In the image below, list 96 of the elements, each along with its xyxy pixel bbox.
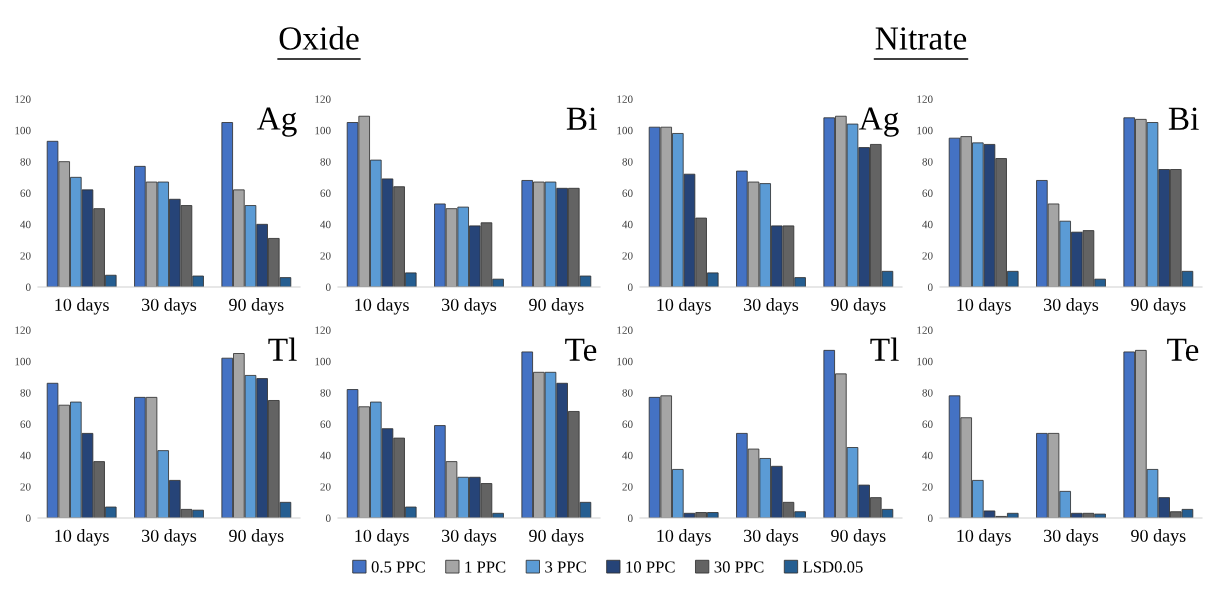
y-tick-label: 100	[315, 126, 331, 135]
y-tick-label: 80	[622, 158, 633, 166]
y-tick-label: 20	[922, 483, 933, 491]
x-tick-label: 30 days	[442, 298, 497, 315]
text: Oxide	[279, 26, 359, 50]
y-tick-label: 0	[325, 514, 331, 522]
legend-label: 1 PPC	[465, 561, 506, 573]
chart-title: Te	[565, 338, 597, 361]
x-tick-label: 10 days	[657, 298, 711, 315]
y-tick-label: 60	[622, 420, 633, 428]
y-tick-label: 60	[20, 420, 31, 428]
x-tick-label: 30 days	[744, 529, 799, 546]
y-tick-label: 20	[320, 252, 331, 260]
x-tick-label: 90 days	[229, 298, 284, 315]
x-tick-label: 90 days	[529, 298, 584, 315]
x-tick-label: 30 days	[142, 529, 197, 546]
y-tick-label: 40	[320, 451, 331, 460]
y-tick-label: 60	[922, 189, 933, 197]
y-tick-label: 60	[20, 189, 31, 197]
y-tick-label: 20	[20, 252, 31, 260]
chart-title: Ag	[858, 107, 899, 137]
x-tick-label: 90 days	[229, 529, 284, 546]
y-tick-label: 40	[922, 220, 933, 229]
x-tick-label: 10 days	[55, 529, 109, 546]
y-tick-label: 40	[320, 220, 331, 229]
y-tick-label: 20	[622, 483, 633, 491]
y-tick-label: 40	[922, 451, 933, 460]
chart-title: Tl	[268, 337, 297, 361]
y-tick-label: 120	[15, 326, 31, 334]
x-tick-label: 90 days	[1131, 529, 1186, 546]
y-tick-label: 120	[917, 326, 933, 334]
legend-label: 10 PPC	[626, 561, 675, 573]
legend-label: 30 PPC	[714, 561, 764, 573]
y-tick-label: 40	[622, 451, 633, 460]
chart-title: Ag	[256, 107, 297, 137]
text: Nitrate	[875, 27, 967, 50]
y-tick-label: 80	[20, 158, 31, 166]
y-tick-label: 120	[315, 326, 331, 334]
y-tick-label: 120	[315, 95, 331, 103]
chart-title: Te	[1167, 338, 1199, 361]
y-tick-label: 0	[627, 514, 633, 522]
x-tick-label: 10 days	[55, 298, 109, 315]
y-tick-label: 100	[917, 357, 933, 366]
y-tick-label: 40	[20, 451, 31, 460]
y-tick-label: 100	[15, 126, 31, 135]
legend-label: 0.5 PPC	[371, 561, 425, 573]
y-tick-label: 80	[20, 389, 31, 397]
y-tick-label: 80	[320, 389, 331, 397]
y-tick-label: 0	[927, 283, 933, 291]
y-tick-label: 120	[917, 95, 933, 103]
x-tick-label: 90 days	[831, 529, 886, 546]
y-tick-label: 60	[320, 189, 331, 197]
x-tick-label: 30 days	[1044, 529, 1099, 546]
x-tick-label: 10 days	[957, 529, 1011, 546]
x-tick-label: 30 days	[1044, 298, 1099, 315]
y-tick-label: 100	[15, 357, 31, 366]
legend-label: 3 PPC	[545, 561, 586, 573]
y-tick-label: 100	[617, 357, 633, 366]
y-tick-label: 40	[20, 220, 31, 229]
y-tick-label: 60	[622, 189, 633, 197]
y-tick-label: 100	[917, 126, 933, 135]
x-tick-label: 30 days	[142, 298, 197, 315]
y-tick-label: 0	[25, 283, 31, 291]
y-tick-label: 40	[622, 220, 633, 229]
y-tick-label: 20	[922, 252, 933, 260]
y-tick-label: 0	[627, 283, 633, 291]
y-tick-label: 100	[315, 357, 331, 366]
y-tick-label: 60	[922, 420, 933, 428]
x-tick-label: 10 days	[355, 298, 409, 315]
y-tick-label: 80	[622, 389, 633, 397]
x-tick-label: 10 days	[355, 529, 409, 546]
y-tick-label: 120	[617, 326, 633, 334]
y-tick-label: 120	[617, 95, 633, 103]
x-tick-label: 30 days	[744, 298, 799, 315]
y-tick-label: 80	[320, 158, 331, 166]
y-tick-label: 60	[320, 420, 331, 428]
y-tick-label: 20	[622, 252, 633, 260]
legend-label: LSD0.05	[803, 561, 863, 573]
y-tick-label: 100	[617, 126, 633, 135]
y-tick-label: 80	[922, 158, 933, 166]
chart-title: Bi	[1168, 107, 1199, 130]
chart-title: Bi	[566, 107, 597, 130]
y-tick-label: 0	[325, 283, 331, 291]
y-tick-label: 0	[25, 514, 31, 522]
x-tick-label: 90 days	[1131, 298, 1186, 315]
y-tick-label: 120	[15, 95, 31, 103]
y-tick-label: 20	[320, 483, 331, 491]
chart-title: Tl	[870, 337, 899, 361]
y-tick-label: 20	[20, 483, 31, 491]
y-tick-label: 0	[927, 514, 933, 522]
x-tick-label: 30 days	[442, 529, 497, 546]
x-tick-label: 10 days	[657, 529, 711, 546]
x-tick-label: 90 days	[831, 298, 886, 315]
x-tick-label: 10 days	[957, 298, 1011, 315]
y-tick-label: 80	[922, 389, 933, 397]
x-tick-label: 90 days	[529, 529, 584, 546]
